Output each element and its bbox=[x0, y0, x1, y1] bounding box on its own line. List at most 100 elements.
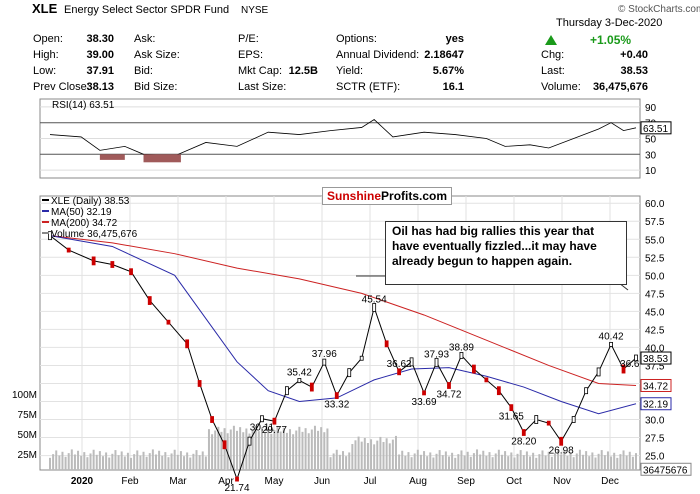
volume-bar bbox=[229, 429, 232, 470]
candle bbox=[197, 380, 202, 387]
volume-bar bbox=[398, 454, 401, 470]
volume-bar bbox=[189, 457, 192, 470]
volume-tag-box bbox=[640, 462, 692, 476]
candle bbox=[484, 377, 489, 383]
volume-bar bbox=[332, 453, 335, 470]
volume-bar bbox=[423, 451, 426, 470]
watermark-sunshine: Sunshine bbox=[327, 189, 382, 203]
rsi-value-tag: 63.51 bbox=[643, 124, 668, 135]
month-label: Nov bbox=[553, 476, 571, 487]
field-value: 39.00 bbox=[86, 49, 114, 61]
volume-bar bbox=[457, 454, 460, 470]
field-value: 16.1 bbox=[442, 81, 464, 93]
price-tick: 50.0 bbox=[645, 271, 665, 282]
volume-bar bbox=[435, 453, 438, 470]
volume-bar bbox=[485, 455, 488, 470]
volume-bar bbox=[313, 425, 316, 470]
price-tick: 40.0 bbox=[645, 343, 665, 354]
volume-bar bbox=[351, 444, 354, 470]
volume-bar bbox=[329, 457, 332, 470]
volume-bar bbox=[391, 439, 394, 470]
volume-bar bbox=[105, 452, 108, 470]
volume-bar bbox=[597, 453, 600, 470]
volume-bar bbox=[108, 457, 111, 470]
volume-bar bbox=[211, 434, 214, 470]
volume-bar bbox=[126, 452, 129, 470]
volume-tick: 75M bbox=[18, 410, 37, 421]
price-level-label: 31.65 bbox=[499, 412, 524, 423]
volume-bar bbox=[529, 456, 532, 470]
rsi-oversold-fill bbox=[99, 154, 125, 160]
field-value: +0.40 bbox=[620, 49, 648, 61]
volume-bar bbox=[301, 431, 304, 470]
volume-bar bbox=[295, 430, 298, 470]
volume-bar bbox=[429, 452, 432, 470]
candle bbox=[584, 387, 589, 395]
volume-bar bbox=[447, 456, 450, 470]
price-tick: 42.5 bbox=[645, 325, 665, 336]
volume-bar bbox=[52, 454, 55, 470]
volume-tag: 36475676 bbox=[643, 465, 688, 476]
candle bbox=[534, 415, 539, 424]
volume-bar bbox=[176, 454, 179, 470]
candle bbox=[459, 352, 464, 359]
volume-bar bbox=[460, 450, 463, 470]
ticker-symbol: XLE bbox=[32, 1, 58, 16]
volume-bar bbox=[264, 432, 267, 470]
candle bbox=[272, 417, 277, 425]
volume-bar bbox=[236, 430, 239, 470]
candle bbox=[397, 368, 402, 376]
volume-bar bbox=[594, 457, 597, 470]
price-tick: 27.5 bbox=[645, 434, 665, 445]
volume-bar bbox=[130, 457, 133, 470]
volume-bar bbox=[226, 433, 229, 470]
volume-bar bbox=[550, 456, 553, 470]
volume-bar bbox=[195, 450, 198, 470]
price-tick: 57.5 bbox=[645, 217, 665, 228]
month-label: Sep bbox=[457, 476, 475, 487]
price-level-label: 30.11 bbox=[250, 423, 275, 434]
volume-bar bbox=[563, 450, 566, 470]
volume-bar bbox=[525, 451, 528, 470]
price-tag: 32.19 bbox=[643, 400, 668, 411]
field-value: 36,475,676 bbox=[592, 81, 648, 93]
candle bbox=[309, 382, 314, 392]
ma200-line bbox=[49, 235, 637, 386]
field-label: Last: bbox=[541, 65, 565, 77]
change-pct: +1.05% bbox=[590, 33, 632, 47]
price-level-label: 28.20 bbox=[511, 437, 536, 448]
volume-bar bbox=[376, 440, 379, 470]
volume-bar bbox=[207, 429, 210, 470]
candle bbox=[546, 420, 551, 426]
rsi-label: RSI(14) 63.51 bbox=[52, 100, 115, 111]
volume-bar bbox=[304, 428, 307, 470]
volume-bar bbox=[161, 455, 164, 470]
volume-bar bbox=[310, 429, 313, 470]
annotation-text: Oil has had big rallies this year that h… bbox=[392, 224, 597, 268]
volume-bar bbox=[139, 455, 142, 470]
month-label: Aug bbox=[409, 476, 427, 487]
volume-bar bbox=[120, 451, 123, 470]
field-label: Ask: bbox=[134, 33, 156, 45]
volume-bar bbox=[469, 456, 472, 470]
rsi-tick: 30 bbox=[645, 150, 657, 161]
up-arrow-icon bbox=[545, 35, 557, 45]
field-value: 5.67% bbox=[432, 65, 464, 77]
candle bbox=[509, 404, 514, 412]
annotation-box: Oil has had big rallies this year that h… bbox=[385, 221, 627, 285]
stockcharts-brand: © StockCharts.com bbox=[618, 4, 700, 15]
candle bbox=[472, 364, 476, 374]
volume-bar bbox=[575, 453, 578, 470]
volume-bar bbox=[466, 451, 469, 470]
field-label: Last Size: bbox=[238, 81, 287, 93]
volume-bar bbox=[179, 451, 182, 470]
volume-bar bbox=[385, 438, 388, 470]
volume-bar bbox=[578, 449, 581, 470]
field-label: Ask Size: bbox=[134, 49, 180, 61]
volume-bar bbox=[628, 451, 631, 470]
price-tag: 34.72 bbox=[643, 381, 668, 392]
price-tick: 55.0 bbox=[645, 235, 665, 246]
volume-bar bbox=[114, 450, 117, 470]
volume-bar bbox=[588, 456, 591, 470]
volume-bar bbox=[276, 426, 279, 470]
